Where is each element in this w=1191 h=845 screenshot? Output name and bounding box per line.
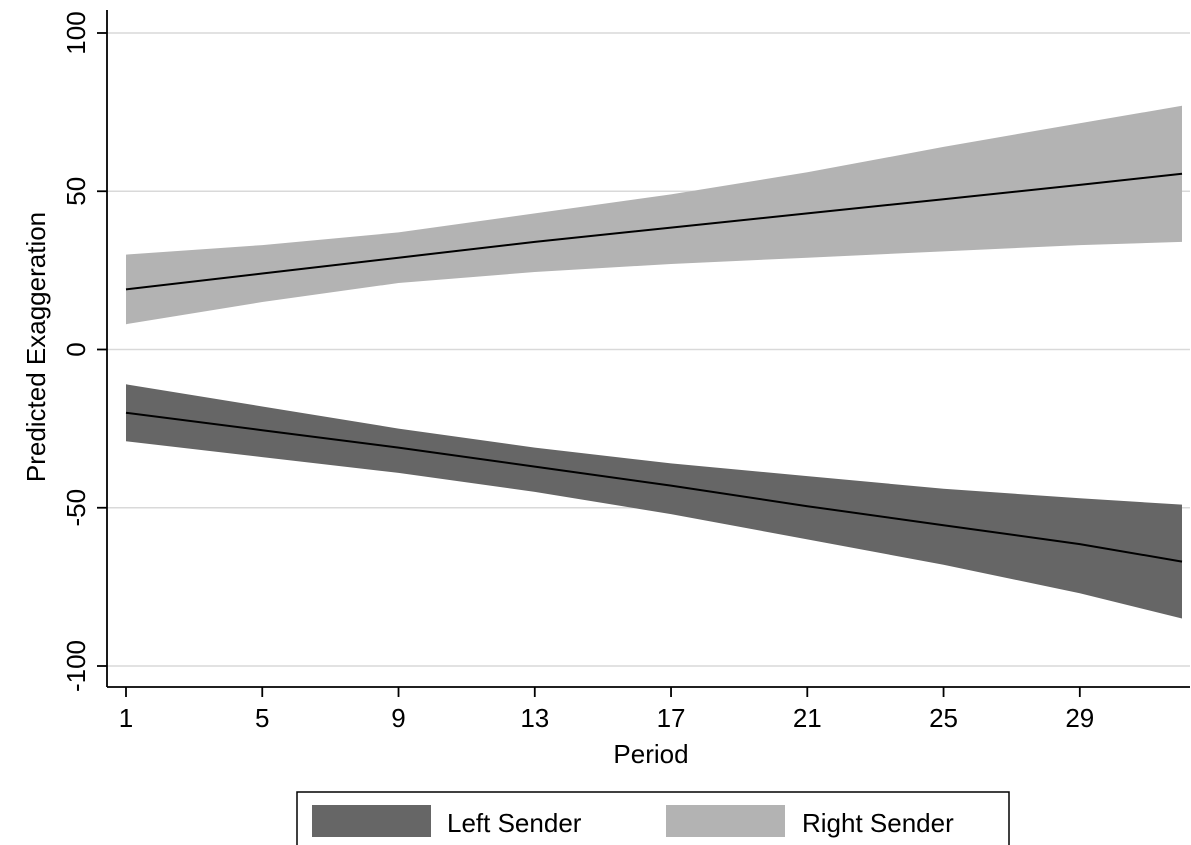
x-tick-label: 21 xyxy=(793,703,822,733)
y-axis-ticks: -100 -50 0 50 100 xyxy=(61,11,107,692)
x-tick-label: 5 xyxy=(255,703,269,733)
left-sender-legend-swatch xyxy=(312,805,431,837)
x-tick-label: 25 xyxy=(929,703,958,733)
left-sender-legend-label: Left Sender xyxy=(447,808,582,838)
y-axis-title: Predicted Exaggeration xyxy=(21,212,51,482)
x-tick-label: 1 xyxy=(119,703,133,733)
left-sender-estimate-line xyxy=(125,411,1183,563)
right-sender-estimate-line xyxy=(125,172,1183,291)
right-sender-legend-swatch xyxy=(666,805,785,837)
confidence-bands xyxy=(126,105,1182,619)
right-sender-legend-label: Right Sender xyxy=(802,808,954,838)
x-tick-label: 17 xyxy=(657,703,686,733)
x-tick-label: 9 xyxy=(391,703,405,733)
left-sender-confidence-band xyxy=(126,384,1182,619)
y-tick-label: 50 xyxy=(61,177,91,206)
y-tick-label: 0 xyxy=(61,342,91,356)
axes xyxy=(106,10,1190,688)
legend: Left Sender Right Sender xyxy=(296,791,1010,845)
x-axis-ticks: 1 5 9 13 17 21 25 29 xyxy=(119,687,1094,733)
estimate-lines xyxy=(125,172,1183,563)
x-tick-label: 29 xyxy=(1065,703,1094,733)
x-axis-title: Period xyxy=(613,739,688,769)
y-tick-label: 100 xyxy=(61,11,91,54)
y-tick-label: -50 xyxy=(61,489,91,527)
y-tick-label: -100 xyxy=(61,640,91,692)
right-sender-confidence-band xyxy=(126,105,1182,325)
x-tick-label: 13 xyxy=(520,703,549,733)
